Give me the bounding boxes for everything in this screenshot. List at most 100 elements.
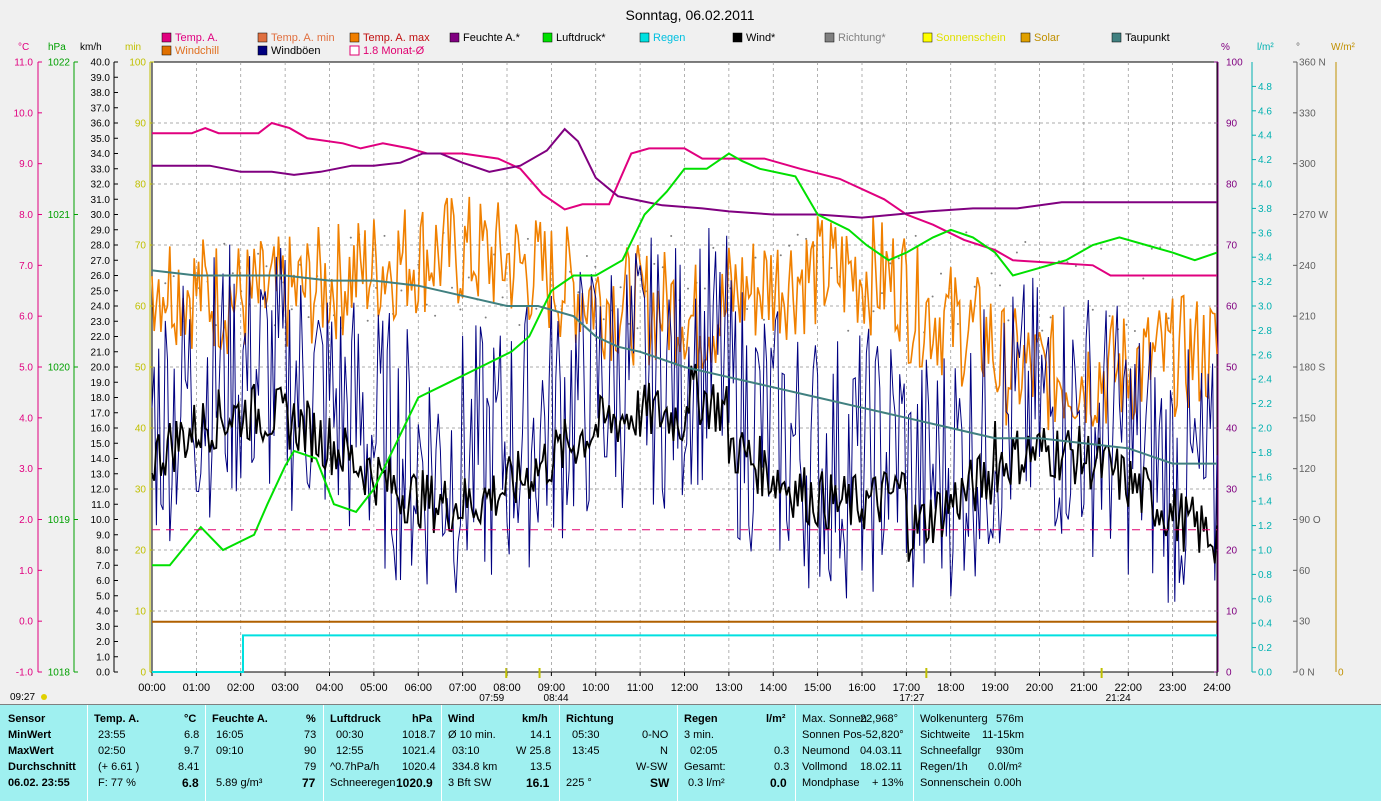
wind-axis-tick-label: 11.0 <box>91 500 110 511</box>
time-label: 15:00 <box>804 682 832 694</box>
temp-unit: °C <box>184 713 197 725</box>
pressure-min-value: 1018.7 <box>402 729 436 741</box>
rain-axis-tick-label: 1.4 <box>1258 497 1272 508</box>
sun-marker-label: 21:24 <box>1106 693 1131 704</box>
temp-axis-tick-label: -1.0 <box>16 668 34 679</box>
time-label: 13:00 <box>715 682 743 694</box>
sensor-min-label: MinWert <box>8 729 52 741</box>
direction-axis-tick-label: 150 <box>1299 413 1316 424</box>
visibility-value: 11-15km <box>982 729 1024 741</box>
stats-temp: Temp. A. °C 23:55 6.8 02:50 9.7 (+ 6.61 … <box>88 705 206 801</box>
direction-axis-tick-label: 300 <box>1299 159 1316 170</box>
temp-axis-tick-label: 8.0 <box>19 210 33 221</box>
minutes-axis-tick-label: 70 <box>135 241 147 252</box>
direction-axis-tick-label: 180 S <box>1299 363 1325 374</box>
series-luftdruck- <box>152 152 1218 567</box>
axis-unit-left: min <box>125 42 141 53</box>
legend-swatch <box>732 32 743 43</box>
legend-label: 1.8 Monat-Ø <box>363 45 425 57</box>
rain-axis-tick-label: 3.4 <box>1258 253 1272 264</box>
direction-dot <box>889 262 892 265</box>
chart-title: Sonntag, 06.02.2011 <box>626 7 755 23</box>
wind-axis-tick-label: 31.0 <box>91 195 111 206</box>
astro-max-sun-value: 22,968° <box>860 713 899 725</box>
cloud-base-value: 576m <box>996 713 1024 725</box>
temp-current-note: F: 77 % <box>98 777 136 789</box>
direction-dot <box>779 254 782 257</box>
direction-dot <box>434 314 437 317</box>
direction-dot <box>762 318 765 321</box>
humidity-abs-note: 5.89 g/m³ <box>216 777 263 789</box>
astro-new-moon-value: 04.03.11 <box>860 745 903 757</box>
stats-rain: Regen l/m² 3 min. 02:05 0.3 Gesamt: 0.3 … <box>678 705 796 801</box>
wind-day-avg: 13.5 <box>530 761 552 773</box>
time-label: 14:00 <box>759 682 787 694</box>
direction-dot <box>746 308 749 310</box>
time-label: 18:00 <box>937 682 965 694</box>
wind-axis-tick-label: 40.0 <box>91 58 111 69</box>
axis-unit-right: ° <box>1296 42 1300 53</box>
rain-axis-tick-label: 4.4 <box>1258 131 1272 142</box>
direction-current-value: SW <box>650 776 670 790</box>
wind-axis-tick-label: 1.0 <box>96 652 110 663</box>
stats-direction: Richtung 05:30 0-NO 13:45 N W-SW 225 ° S… <box>560 705 678 801</box>
wind-axis-tick-label: 19.0 <box>91 378 111 389</box>
direction-dot <box>451 286 453 289</box>
rain-axis-tick-label: 0.2 <box>1258 643 1272 654</box>
humidity-unit: % <box>306 713 316 725</box>
astro-moon-phase-label: Mondphase <box>802 777 860 789</box>
temp-min-time: 23:55 <box>98 729 126 741</box>
pressure-avg-value: 1020.4 <box>402 761 436 773</box>
direction-dot <box>425 303 428 306</box>
rain-current-value: 0.0 <box>770 776 787 790</box>
time-label: 05:00 <box>360 682 388 694</box>
direction-dot <box>830 267 833 269</box>
wind-axis-tick-label: 23.0 <box>91 317 111 328</box>
humidity-axis-tick-label: 40 <box>1226 424 1238 435</box>
humidity-axis-tick-label: 60 <box>1226 302 1238 313</box>
temp-axis-tick-label: 10.0 <box>14 108 34 119</box>
humidity-avg-value: 79 <box>304 761 317 773</box>
humidity-axis-tick-label: 70 <box>1226 241 1238 252</box>
direction-dot <box>484 316 487 319</box>
axis-unit-left: hPa <box>48 42 66 53</box>
pressure-current-value: 1020.9 <box>396 776 433 790</box>
series-windchill <box>151 196 1218 431</box>
temp-avg-note: (+ 6.61 ) <box>98 761 140 773</box>
direction-dot <box>999 284 1001 287</box>
legend-label: Solar <box>1034 32 1060 44</box>
time-label: 04:00 <box>316 682 344 694</box>
minutes-axis-tick-label: 80 <box>135 180 147 191</box>
astro-sun-pos-value: -52,820° <box>862 729 904 741</box>
wind-axis-tick-label: 27.0 <box>91 256 111 267</box>
legend-label: Temp. A. <box>175 32 218 44</box>
wind-axis-tick-label: 34.0 <box>91 149 111 160</box>
direction-dot <box>973 285 976 288</box>
wind-max-time: 03:10 <box>452 745 480 757</box>
wind-axis-tick-label: 9.0 <box>96 530 110 541</box>
direction-dot <box>619 286 622 289</box>
rain-header: Regen <box>684 713 718 725</box>
series-layer <box>151 121 1218 673</box>
sensor-avg-label: Durchschnitt <box>8 761 76 773</box>
legend: Temp. A. Temp. A. min Temp. A. max Feuchte … <box>161 32 1170 57</box>
direction-axis-tick-label: 30 <box>1299 617 1311 628</box>
humidity-header: Feuchte A. <box>212 713 268 725</box>
rain-axis-tick-label: 2.2 <box>1258 399 1272 410</box>
direction-dot <box>628 322 630 325</box>
pressure-unit: hPa <box>412 713 433 725</box>
humidity-max-time: 09:10 <box>216 745 244 757</box>
wind-axis-tick-label: 37.0 <box>91 103 111 114</box>
rain-axis-tick-label: 1.6 <box>1258 472 1272 483</box>
humidity-axis-tick-label: 100 <box>1226 58 1243 69</box>
humidity-axis-tick-label: 10 <box>1226 607 1238 618</box>
humidity-current-value: 77 <box>302 776 316 790</box>
pressure-min-time: 00:30 <box>336 729 364 741</box>
time-label: 06:00 <box>404 682 432 694</box>
time-label: 07:00 <box>449 682 477 694</box>
temp-axis-tick-label: 11.0 <box>14 58 33 69</box>
direction-dot <box>1024 241 1027 243</box>
direction-dot <box>990 272 993 275</box>
legend-swatch <box>349 32 360 43</box>
wind-beaufort: 3 Bft SW <box>448 777 492 789</box>
